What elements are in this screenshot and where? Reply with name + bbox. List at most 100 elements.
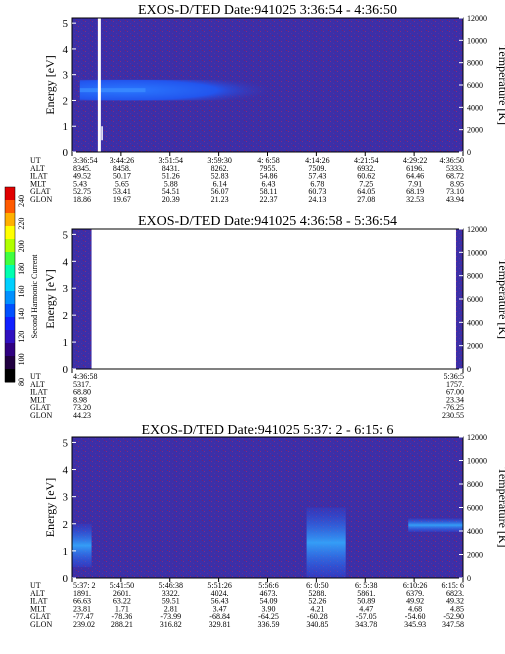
colorbar-frame [4, 186, 16, 383]
y2-axis-label: Temperature [K] [496, 467, 505, 547]
colorbar-tick-label: 100 [17, 353, 26, 365]
orbit-cell: 288.21 [111, 620, 133, 629]
orbit-row-label: ILAT [30, 597, 47, 606]
orbit-cell: 8.98 [73, 395, 87, 404]
orbit-cell: -60.28 [307, 612, 328, 621]
y2-tick-label: 0 [467, 574, 471, 583]
orbit-cell: 239.02 [73, 620, 95, 629]
orbit-cell: 4:21:54 [354, 156, 378, 165]
colorbar-segment [5, 356, 15, 370]
orbit-row-label: ALT [30, 589, 45, 598]
y2-tick-label: 10000 [467, 36, 487, 45]
orbit-cell: 49.92 [406, 597, 424, 606]
orbit-cell: 5:36:5 [444, 372, 464, 381]
energy-band-peak [79, 88, 146, 93]
orbit-cell: 347.58 [442, 620, 464, 629]
orbit-cell: 316.82 [160, 620, 182, 629]
orbit-cell: 329.81 [209, 620, 231, 629]
noise-texture [72, 437, 463, 578]
orbit-cell: 6823. [446, 589, 464, 598]
colorbar-label: Second Harmonic Current [30, 254, 39, 339]
orbit-cell: -78.36 [112, 612, 133, 621]
orbit-cell: 7.91 [408, 179, 422, 188]
orbit-cell: 5317. [73, 380, 91, 389]
orbit-cell: 68.80 [73, 388, 91, 397]
orbit-cell: 2601. [113, 589, 131, 598]
orbit-cell: 57.43 [308, 172, 326, 181]
orbit-cell: 6196. [406, 164, 424, 173]
orbit-cell: 6932. [357, 164, 375, 173]
y-tick-label: 0 [63, 573, 69, 585]
data-gap [97, 18, 101, 152]
y2-tick-label: 4000 [467, 527, 483, 536]
orbit-cell: 19.67 [113, 195, 131, 204]
y-tick-label: 1 [63, 121, 69, 133]
orbit-cell: 54.86 [260, 172, 278, 181]
orbit-cell: 7.25 [359, 179, 373, 188]
colorbar-tick-label: 80 [17, 378, 26, 386]
y2-tick-label: 6000 [467, 295, 483, 304]
orbit-cell: 44.23 [73, 411, 91, 420]
orbit-cell: 56.07 [211, 187, 229, 196]
spectrogram-panel-1: EXOS-D/TED Date:941025 3:36:54 - 4:36:50… [30, 3, 505, 204]
orbit-cell: 32.53 [406, 195, 424, 204]
y-tick-label: 0 [63, 147, 69, 159]
orbit-cell: 8.95 [450, 179, 464, 188]
orbit-row-label: UT [30, 581, 41, 590]
orbit-cell: 7955. [260, 164, 278, 173]
panel-title: EXOS-D/TED Date:941025 3:36:54 - 4:36:50 [138, 3, 397, 18]
orbit-cell: -77.47 [73, 612, 94, 621]
orbit-cell: 6:15: 6 [442, 581, 464, 590]
orbit-row-label: ALT [30, 380, 45, 389]
orbit-cell: 5:56:6 [258, 581, 278, 590]
colorbar-segment [5, 369, 15, 383]
orbit-cell: 5:46:38 [159, 581, 183, 590]
y-tick-label: 3 [63, 492, 69, 504]
orbit-cell: 345.93 [404, 620, 426, 629]
data-gap [101, 126, 103, 141]
orbit-cell: 73.20 [73, 403, 91, 412]
energy-burst [306, 507, 346, 578]
orbit-row-label: MLT [30, 395, 46, 404]
orbit-cell: 8345. [73, 164, 91, 173]
energy-burst [408, 518, 463, 532]
orbit-row-label: UT [30, 372, 41, 381]
colorbar-tick-label: 220 [17, 218, 26, 230]
spectrogram-panel-3: EXOS-D/TED Date:941025 5:37: 2 - 6:15: 6… [30, 423, 505, 629]
y2-tick-label: 12000 [467, 225, 487, 234]
colorbar-segment [5, 239, 15, 253]
orbit-cell: 4673. [260, 589, 278, 598]
y2-axis-label: Temperature [K] [496, 45, 505, 125]
orbit-cell: 6:10:26 [403, 581, 427, 590]
y-tick-label: 0 [63, 364, 69, 376]
colorbar-tick-label: 240 [17, 195, 26, 207]
orbit-cell: 52.26 [308, 597, 326, 606]
orbit-cell: 6.78 [310, 179, 324, 188]
colorbar-segment [5, 278, 15, 292]
orbit-cell: 68.72 [446, 172, 464, 181]
colorbar-segment [5, 200, 15, 214]
orbit-cell: 2.81 [164, 604, 178, 613]
orbit-row-label: UT [30, 156, 41, 165]
orbit-cell: 3.90 [262, 604, 276, 613]
orbit-cell: 6.43 [262, 179, 276, 188]
orbit-cell: 21.23 [211, 195, 229, 204]
orbit-cell: 6379. [406, 589, 424, 598]
orbit-cell: -57.05 [356, 612, 377, 621]
y-axis-label: Energy [eV] [43, 478, 57, 537]
orbit-cell: 230.55 [442, 411, 464, 420]
orbit-cell: 3:36:54 [73, 156, 97, 165]
orbit-cell: 52.83 [211, 172, 229, 181]
colorbar-segment [5, 304, 15, 318]
orbit-cell: -64.25 [258, 612, 279, 621]
orbit-cell: 4: 6:58 [257, 156, 279, 165]
orbit-cell: 1757. [446, 380, 464, 389]
y2-tick-label: 8000 [467, 59, 483, 68]
orbit-cell: 67.00 [446, 388, 464, 397]
orbit-cell: 6.14 [213, 179, 227, 188]
orbit-cell: 5.65 [115, 179, 129, 188]
orbit-row-label: ILAT [30, 172, 47, 181]
orbit-cell: 6: 5:38 [355, 581, 377, 590]
orbit-cell: 49.32 [446, 597, 464, 606]
